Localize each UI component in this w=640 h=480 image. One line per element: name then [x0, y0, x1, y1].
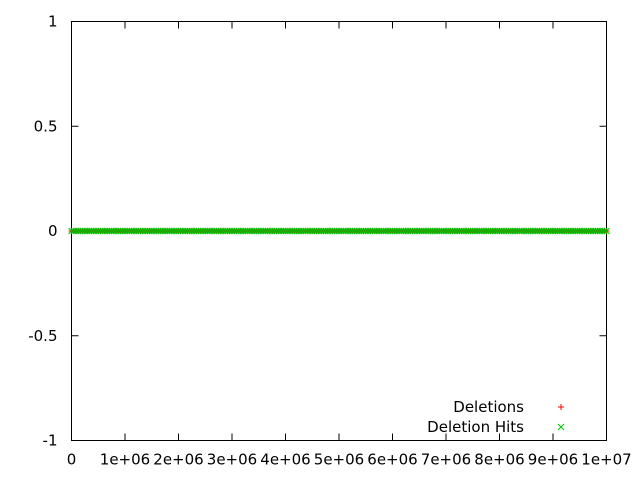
- x-tick-label: 5e+06: [314, 451, 364, 469]
- y-tick-label: 1: [48, 13, 58, 31]
- series-deletion-hits: [68, 227, 610, 235]
- y-tick-label: 0: [48, 222, 58, 240]
- data-point: [603, 227, 610, 235]
- x-tick-label: 3e+06: [207, 451, 257, 469]
- x-tick-label: 8e+06: [474, 451, 524, 469]
- x-tick-label: 9e+06: [528, 451, 578, 469]
- legend: Deletions Deletion Hits: [427, 398, 565, 436]
- x-tick-label: 2e+06: [153, 451, 203, 469]
- legend-marker: [557, 423, 565, 431]
- x-tick-label: 1e+07: [581, 451, 631, 469]
- x-tick-label: 1e+06: [100, 451, 150, 469]
- y-tick-label: -0.5: [28, 327, 57, 345]
- legend-label: Deletion Hits: [427, 418, 524, 436]
- legend-label: Deletions: [453, 398, 524, 416]
- x-tick-label: 4e+06: [260, 451, 310, 469]
- x-axis: 0 1e+06 2e+06 3e+06 4e+06 5e+06 6e+06 7e+06 8e+0…: [67, 21, 632, 469]
- x-tick-label: 7e+06: [421, 451, 471, 469]
- x-tick-label: 6e+06: [367, 451, 417, 469]
- series-layer: [68, 227, 610, 235]
- y-axis: -1 -0.5 0 0.5 1: [28, 13, 607, 450]
- legend-marker: [558, 404, 564, 410]
- x-tick-label: 0: [67, 451, 77, 469]
- y-tick-label: 0.5: [34, 117, 58, 135]
- y-tick-label: -1: [43, 432, 58, 450]
- data-point: [600, 227, 608, 235]
